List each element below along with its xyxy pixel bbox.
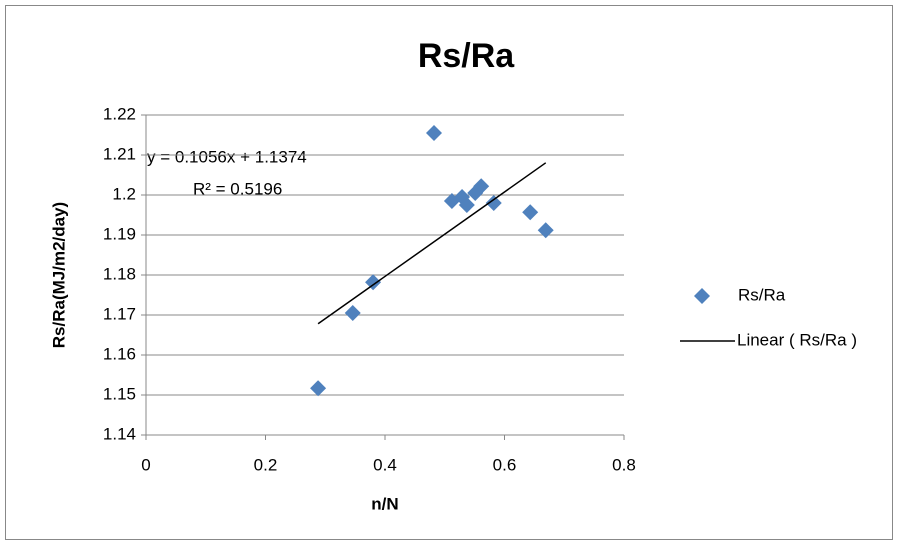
data-point (310, 380, 327, 397)
data-point (473, 178, 490, 195)
data-point (425, 125, 442, 141)
x-tick-label: 0.6 (493, 455, 517, 474)
x-tick-label: 0.8 (612, 455, 636, 474)
chart-border (5, 5, 893, 540)
legend-label: Rs/Ra (738, 285, 786, 304)
data-point (485, 195, 502, 211)
chart-title: Rs/Ra (418, 37, 515, 75)
trendline-r2: R² = 0.5196 (193, 179, 282, 198)
y-axis-label: Rs/Ra(MJ/m2/day) (49, 202, 68, 348)
x-tick-label: 0 (141, 455, 150, 474)
y-tick-label: 1.15 (103, 384, 136, 403)
y-tick-label: 1.19 (103, 224, 136, 243)
legend-marker (694, 288, 710, 304)
legend-label: Linear ( Rs/Ra ) (737, 330, 857, 349)
y-tick-label: 1.14 (103, 424, 136, 443)
trendline-equation: y = 0.1056x + 1.1374 (147, 147, 307, 166)
y-tick-label: 1.18 (103, 264, 136, 283)
y-tick-label: 1.17 (103, 304, 136, 323)
y-tick-label: 1.2 (112, 184, 136, 203)
data-point (537, 222, 554, 239)
data-point (365, 274, 382, 291)
data-point (522, 204, 539, 221)
y-tick-label: 1.22 (103, 104, 136, 123)
y-tick-label: 1.21 (103, 144, 136, 163)
data-point (344, 305, 361, 321)
x-tick-label: 0.4 (373, 455, 397, 474)
data-point (458, 197, 475, 213)
y-tick-label: 1.16 (103, 344, 136, 363)
x-axis-label: n/N (371, 494, 398, 513)
trendline (317, 162, 547, 325)
x-tick-label: 0.2 (254, 455, 278, 474)
